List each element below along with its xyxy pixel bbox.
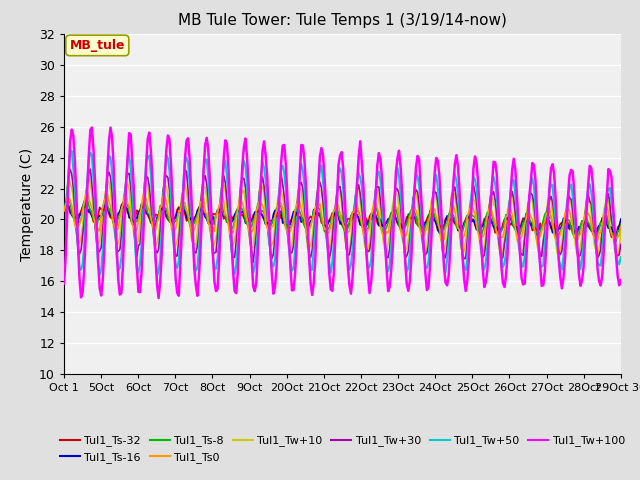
Tul1_Tw+10 [246, 240, 254, 246]
Tul1_Ts-16 [60, 202, 68, 208]
Tul1_Tw+100 [589, 181, 596, 187]
Tul1_Ts-32 [60, 200, 68, 205]
Tul1_Ts0 [617, 224, 625, 229]
Tul1_Tw+50 [68, 148, 76, 154]
Tul1_Ts0 [60, 208, 68, 214]
Line: Tul1_Ts0: Tul1_Ts0 [64, 192, 621, 242]
Tul1_Ts-16 [130, 222, 138, 228]
Tul1_Ts-16 [588, 228, 595, 234]
Tul1_Ts-16 [81, 198, 88, 204]
Tul1_Tw+50 [60, 251, 68, 257]
Tul1_Tw+100 [88, 125, 96, 131]
Tul1_Tw+50 [307, 267, 314, 273]
Tul1_Ts-32 [303, 219, 311, 225]
Tul1_Ts-8 [305, 224, 313, 229]
Tul1_Tw+10 [60, 222, 68, 228]
Line: Tul1_Tw+10: Tul1_Tw+10 [64, 177, 621, 258]
Title: MB Tule Tower: Tule Temps 1 (3/19/14-now): MB Tule Tower: Tule Temps 1 (3/19/14-now… [178, 13, 507, 28]
Tul1_Tw+30 [228, 248, 236, 254]
Tul1_Ts-8 [102, 194, 109, 200]
Tul1_Ts-8 [130, 220, 138, 226]
Tul1_Tw+50 [257, 172, 265, 178]
Tul1_Tw+50 [153, 274, 161, 279]
Tul1_Ts-32 [254, 207, 262, 213]
Tul1_Tw+30 [257, 181, 265, 187]
Line: Tul1_Ts-32: Tul1_Ts-32 [64, 203, 621, 237]
Tul1_Tw+30 [86, 166, 94, 172]
Tul1_Tw+50 [589, 205, 596, 211]
Tul1_Ts-32 [617, 222, 625, 228]
Line: Tul1_Tw+50: Tul1_Tw+50 [64, 151, 621, 276]
Tul1_Ts-8 [228, 226, 236, 232]
Tul1_Tw+30 [246, 238, 254, 243]
Tul1_Ts0 [228, 228, 236, 233]
Tul1_Tw+30 [250, 260, 257, 265]
Tul1_Tw+10 [85, 174, 93, 180]
Tul1_Tw+10 [617, 229, 625, 235]
Tul1_Tw+100 [130, 185, 138, 191]
Tul1_Ts-32 [586, 226, 594, 231]
Tul1_Ts0 [130, 224, 138, 230]
Tul1_Tw+30 [617, 241, 625, 247]
Tul1_Tw+10 [228, 241, 236, 247]
Tul1_Ts-16 [305, 223, 313, 228]
Tul1_Ts-8 [617, 222, 625, 228]
Tul1_Ts-16 [246, 218, 254, 224]
Line: Tul1_Tw+30: Tul1_Tw+30 [64, 169, 621, 263]
Tul1_Ts-8 [60, 208, 68, 214]
Tul1_Ts-16 [228, 219, 236, 225]
Tul1_Tw+30 [307, 254, 314, 260]
Tul1_Tw+50 [229, 263, 237, 269]
Tul1_Ts0 [246, 232, 254, 238]
Tul1_Tw+100 [248, 258, 255, 264]
Tul1_Tw+10 [130, 232, 138, 238]
Tul1_Tw+30 [60, 228, 68, 234]
Tul1_Tw+30 [589, 216, 596, 221]
Tul1_Tw+100 [60, 281, 68, 287]
Tul1_Tw+50 [617, 254, 625, 260]
Tul1_Ts-32 [226, 219, 234, 225]
Tul1_Tw+50 [248, 252, 255, 258]
Y-axis label: Temperature (C): Temperature (C) [20, 147, 33, 261]
Tul1_Ts-32 [244, 216, 252, 221]
Tul1_Tw+10 [614, 255, 621, 261]
Tul1_Ts0 [305, 227, 313, 233]
Legend: Tul1_Ts-32, Tul1_Ts-16, Tul1_Ts-8, Tul1_Ts0, Tul1_Tw+10, Tul1_Tw+30, Tul1_Tw+50,: Tul1_Ts-32, Tul1_Ts-16, Tul1_Ts-8, Tul1_… [55, 431, 630, 468]
Tul1_Ts-8 [612, 239, 620, 244]
Tul1_Ts-16 [255, 209, 263, 215]
Tul1_Tw+100 [229, 268, 237, 274]
Tul1_Ts0 [83, 189, 91, 194]
Tul1_Ts-8 [588, 227, 595, 233]
Tul1_Ts0 [589, 230, 596, 236]
Text: MB_tule: MB_tule [70, 39, 125, 52]
Tul1_Ts-8 [246, 224, 254, 229]
Tul1_Tw+10 [305, 245, 313, 251]
Line: Tul1_Ts-8: Tul1_Ts-8 [64, 197, 621, 241]
Tul1_Ts-16 [617, 216, 625, 222]
Tul1_Tw+10 [588, 211, 595, 217]
Tul1_Ts0 [533, 240, 541, 245]
Tul1_Tw+50 [130, 214, 138, 219]
Tul1_Tw+100 [155, 295, 163, 301]
Tul1_Ts-32 [607, 234, 615, 240]
Tul1_Ts0 [255, 199, 263, 205]
Tul1_Tw+10 [255, 186, 263, 192]
Tul1_Tw+100 [257, 179, 265, 184]
Tul1_Ts-16 [592, 234, 600, 240]
Tul1_Tw+100 [307, 280, 314, 286]
Tul1_Ts-32 [129, 221, 136, 227]
Line: Tul1_Tw+100: Tul1_Tw+100 [64, 128, 621, 298]
Tul1_Ts-8 [255, 199, 263, 205]
Tul1_Tw+30 [130, 226, 138, 231]
Tul1_Tw+100 [617, 277, 625, 283]
Line: Tul1_Ts-16: Tul1_Ts-16 [64, 201, 621, 237]
